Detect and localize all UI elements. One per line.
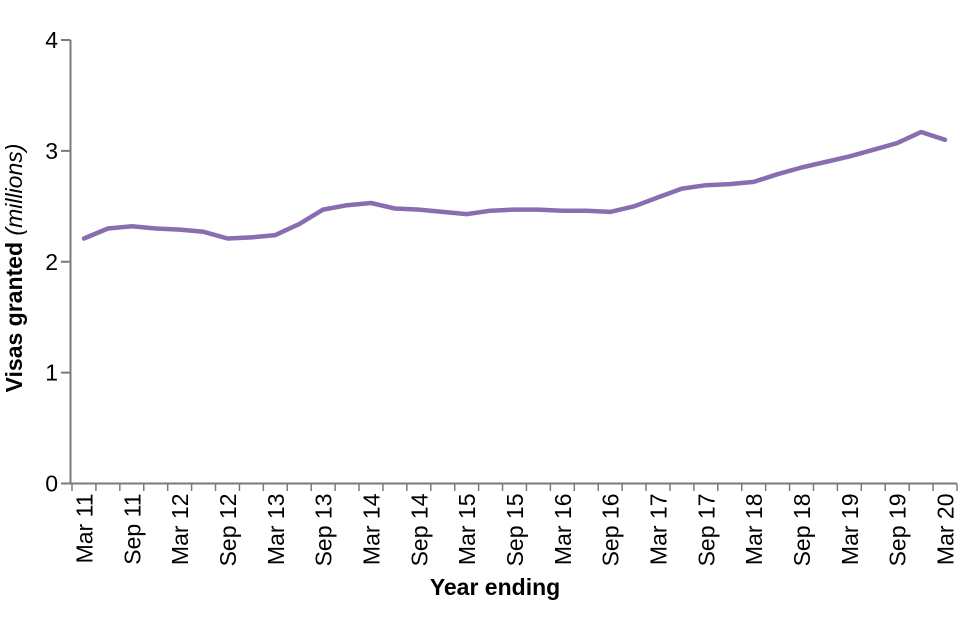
x-tick-label: Sep 18 (789, 494, 815, 567)
x-tick-label: Mar 20 (933, 494, 959, 566)
x-tick-label: Mar 13 (263, 494, 289, 566)
x-tick-label: Sep 14 (406, 493, 432, 566)
x-tick-label: Mar 17 (646, 494, 672, 566)
x-tick-label: Sep 16 (598, 494, 624, 567)
x-tick-label: Sep 15 (502, 494, 528, 567)
y-axis-title-main: Visas granted (1, 235, 27, 393)
x-tick-label: Mar 16 (550, 494, 576, 566)
y-axis-title: Visas granted (millions) (1, 18, 31, 518)
x-tick-label: Mar 15 (454, 494, 480, 566)
x-tick-label: Mar 14 (358, 493, 384, 565)
x-tick-label: Mar 18 (741, 494, 767, 566)
x-tick-label: Mar 11 (71, 494, 97, 564)
y-tick-label: 0 (45, 471, 58, 497)
x-tick-label: Sep 13 (311, 494, 337, 567)
y-tick-label: 1 (45, 360, 58, 386)
x-axis-title: Year ending (429, 574, 561, 600)
x-tick-label: Mar 12 (167, 494, 193, 566)
x-tick-label: Sep 12 (215, 494, 241, 567)
x-tick-label: Sep 17 (693, 494, 719, 567)
data-line-visas-granted (81, 129, 948, 241)
y-tick-label: 2 (45, 249, 58, 275)
y-tick-label: 4 (45, 27, 58, 53)
x-tick-label: Mar 19 (837, 494, 863, 566)
y-axis-title-unit: (millions) (1, 143, 27, 236)
x-tick-label: Sep 19 (885, 494, 911, 567)
y-tick-label: 3 (45, 138, 58, 164)
x-tick-label: Sep 11 (119, 494, 145, 565)
